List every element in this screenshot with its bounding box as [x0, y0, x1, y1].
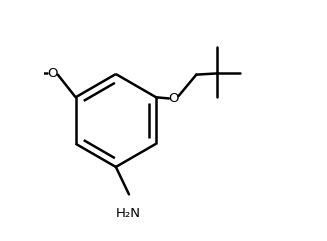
Text: O: O [47, 67, 58, 80]
Text: H₂N: H₂N [115, 208, 140, 221]
Text: O: O [168, 92, 179, 105]
